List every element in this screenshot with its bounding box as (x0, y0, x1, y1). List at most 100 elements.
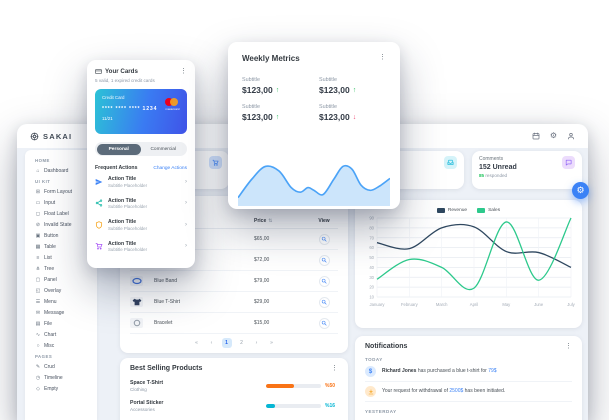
more-options-icon[interactable]: ⋮ (331, 365, 338, 372)
table-icon: ▦ (35, 243, 41, 250)
weekly-metric: Subtitle $123,00 ↑ (242, 104, 309, 122)
sidebar-item-misc[interactable]: ○ Misc (35, 340, 93, 351)
table-row[interactable]: Blue T-Shirt $29,00 (130, 292, 338, 313)
sidebar-item-form-layout[interactable]: ⊞ Form Layout (35, 186, 93, 197)
sidebar-item-invalid-state[interactable]: ⊘ Invalid State (35, 219, 93, 230)
sidebar-section-label: HOME (35, 158, 50, 163)
more-options-icon[interactable]: ⋮ (379, 54, 386, 61)
svg-text:60: 60 (369, 245, 374, 250)
input-icon: ▭ (35, 199, 41, 206)
sidebar-item-tree[interactable]: ⋔ Tree (35, 263, 93, 274)
metric-label: Subtitle (242, 104, 260, 110)
home-icon: ⌂ (36, 167, 40, 174)
sidebar-item-dashboard[interactable]: ⌂ Dashboard (35, 165, 93, 176)
frequent-action-row[interactable]: Action Title Subtitle Placeholder › (95, 193, 187, 215)
product-name-cell: Blue Band (154, 278, 178, 284)
product-thumbnail (130, 318, 143, 328)
view-product-button[interactable] (318, 233, 330, 245)
metric-label: Subtitle (242, 77, 260, 83)
segment-commercial[interactable]: Commercial (150, 146, 177, 152)
view-product-button[interactable] (318, 317, 330, 329)
user-icon[interactable] (567, 132, 575, 140)
segment-personal[interactable]: Personal (96, 143, 141, 155)
view-product-button[interactable] (318, 275, 330, 287)
more-options-icon[interactable]: ⋮ (180, 68, 187, 75)
svg-text:March: March (436, 302, 448, 307)
pagination-first[interactable]: « (195, 339, 198, 346)
product-category: Clothing (130, 387, 147, 392)
pagination-next[interactable]: › (255, 339, 258, 346)
sidebar-item-timeline[interactable]: ◷ Timeline (35, 372, 93, 383)
notifications-card: Notifications ⋮ TODAY $ Richard Jones has … (355, 336, 582, 420)
pagination: « ‹ 1 2 › » (130, 334, 338, 351)
sidebar-item-list[interactable]: ≡ List (35, 252, 93, 263)
overlay-icon: ◱ (35, 287, 41, 294)
sidebar-item-file[interactable]: ▤ File (35, 318, 93, 329)
table-row[interactable]: $65,00 (130, 229, 338, 250)
pagination-prev[interactable]: ‹ (210, 339, 213, 346)
revenue-chart-card: Revenue Sales 10 20 30 40 50 60 70 80 90 January Fe… (355, 200, 582, 328)
invalid-state-icon: ⊘ (35, 221, 41, 228)
sidebar-item-overlay[interactable]: ◱ Overlay (35, 285, 93, 296)
col-price-header[interactable]: Price ⇅ (254, 218, 273, 224)
stat-card-value: 152 Unread (479, 163, 517, 171)
svg-text:90: 90 (369, 216, 374, 221)
svg-text:80: 80 (369, 225, 374, 230)
file-icon: ▤ (35, 320, 41, 327)
credit-card-icon (95, 68, 102, 75)
notifications-list: TODAY $ Richard Jones has purchased a blue… (365, 357, 572, 414)
pagination-last[interactable]: » (270, 339, 273, 346)
tree-icon: ⋔ (35, 265, 41, 272)
table-row[interactable]: Blue Band $79,00 (130, 271, 338, 292)
stat-card-title: Comments (479, 156, 504, 162)
sidebar-item-float-label[interactable]: ◻ Float Label (35, 208, 93, 219)
table-row[interactable]: $72,00 (130, 250, 338, 271)
sidebar-item-crud[interactable]: ✎ Crud (35, 361, 93, 372)
best-selling-item-portal-sticker[interactable]: Portal Sticker Accessories %16 (130, 400, 338, 412)
product-image-cell (130, 276, 154, 286)
share-icon (95, 199, 103, 207)
chart-icon: ∿ (35, 331, 41, 338)
frequent-action-row[interactable]: Action Title Subtitle Placeholder › (95, 236, 187, 258)
best-selling-card: Best Selling Products ⋮ Space T-Shirt Clo… (120, 358, 348, 420)
sidebar-item-label: Overlay (44, 287, 62, 294)
legend-item-revenue: Revenue (436, 208, 467, 213)
gear-icon[interactable]: ⚙ (549, 131, 557, 140)
inbox-icon (444, 156, 457, 169)
frequent-action-row[interactable]: Action Title Subtitle Placeholder › (95, 214, 187, 236)
sidebar-item-input[interactable]: ▭ Input (35, 197, 93, 208)
sidebar-item-panel[interactable]: ▢ Panel (35, 274, 93, 285)
best-selling-item-space-t-shirt[interactable]: Space T-Shirt Clothing %50 (130, 380, 338, 392)
calendar-icon[interactable] (532, 132, 540, 140)
more-options-icon[interactable]: ⋮ (565, 343, 572, 350)
chevron-right-icon: › (185, 221, 187, 228)
product-price-cell: $65,00 (254, 236, 270, 242)
notification-item[interactable]: Your request for withdrawal of 2500$ has… (365, 382, 572, 402)
notification-item[interactable]: $ Richard Jones has purchased a blue t-sh… (365, 362, 572, 382)
product-name: Space T-Shirt (130, 380, 164, 386)
stat-card-comments: Comments 152 Unread 85 responded (472, 151, 582, 189)
sidebar-item-table[interactable]: ▦ Table (35, 241, 93, 252)
view-product-button[interactable] (318, 254, 330, 266)
notification-actor: Richard Jones (382, 368, 417, 375)
message-icon: ✉ (35, 309, 41, 316)
legend-swatch (477, 208, 486, 213)
sidebar-item-menu[interactable]: ☰ Menu (35, 296, 93, 307)
change-actions-link[interactable]: Change Actions (153, 165, 187, 171)
brand[interactable]: SAKAI (30, 132, 72, 141)
table-row[interactable]: Bracelet $15,00 (130, 313, 338, 334)
frequent-action-row[interactable]: Action Title Subtitle Placeholder › (95, 171, 187, 193)
pagination-page-2[interactable]: 2 (240, 339, 243, 346)
pagination-page-1[interactable]: 1 (221, 337, 232, 348)
menu-icon: ☰ (35, 298, 41, 305)
sidebar-item-label: Table (44, 243, 56, 250)
svg-text:10: 10 (369, 295, 374, 300)
view-product-button[interactable] (318, 296, 330, 308)
sidebar-item-message[interactable]: ✉ Message (35, 307, 93, 318)
sidebar-item-empty[interactable]: ◇ Empty (35, 383, 93, 394)
config-gear-button[interactable]: ⚙ (572, 182, 589, 199)
sidebar-item-chart[interactable]: ∿ Chart (35, 329, 93, 340)
credit-card-label: Credit Card (102, 95, 125, 100)
sidebar-item-button[interactable]: ▣ Button (35, 230, 93, 241)
stat-card-highlight: 85 (479, 173, 485, 178)
